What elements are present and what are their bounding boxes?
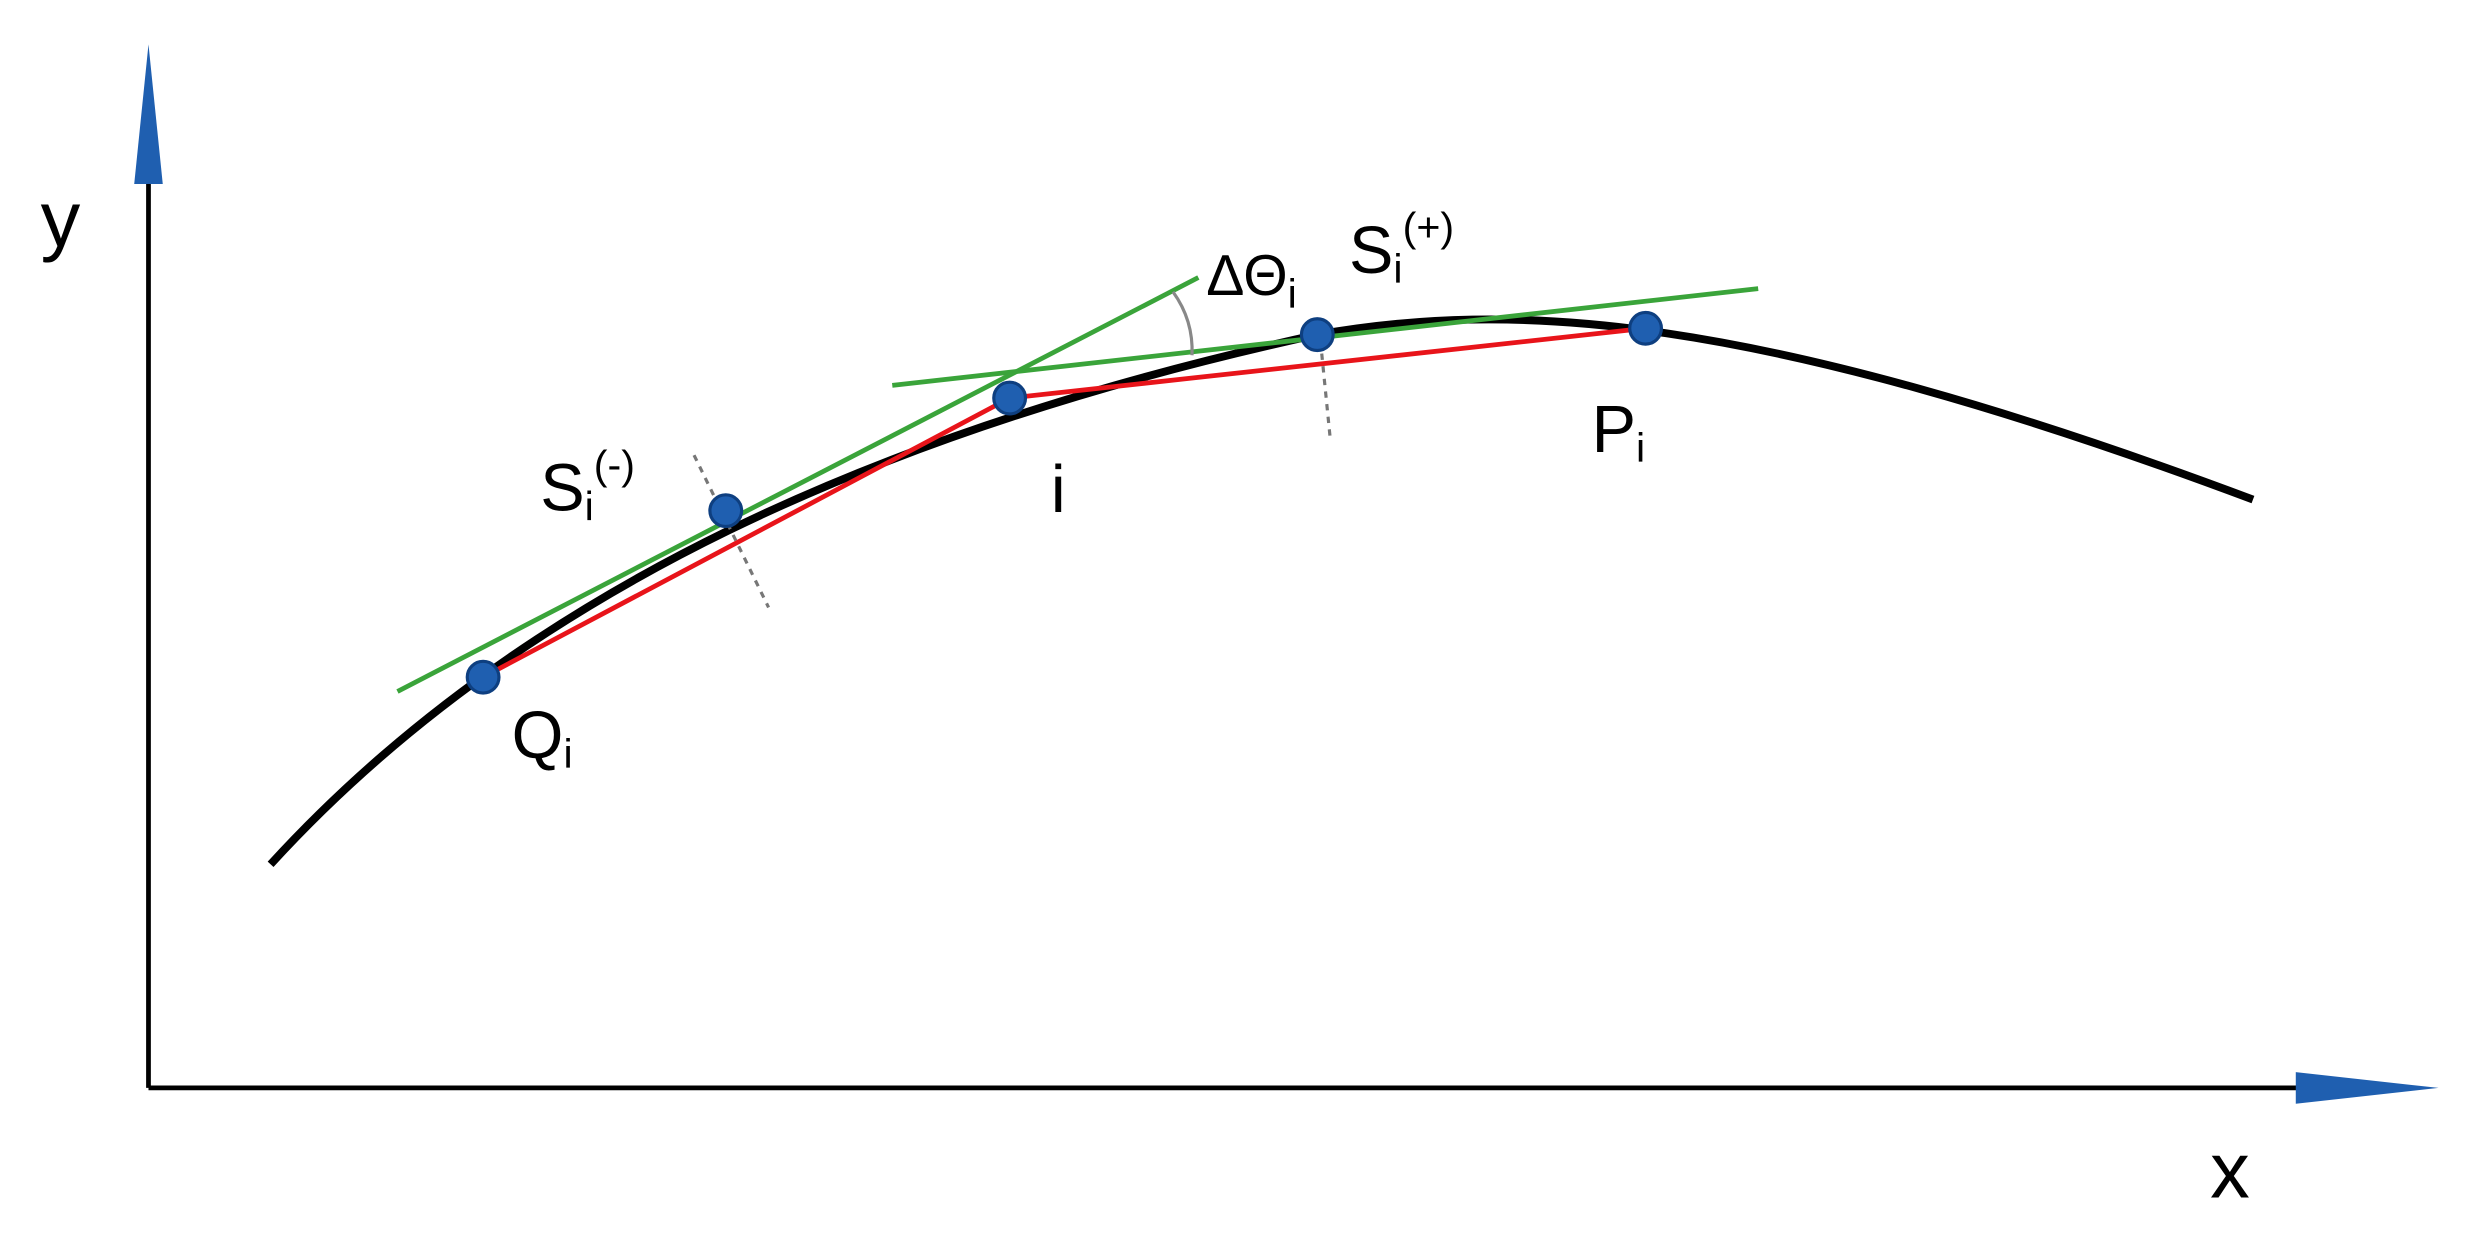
subscript: i: [1636, 424, 1645, 470]
subscript: i: [563, 731, 572, 777]
label: P: [1592, 393, 1636, 467]
tangent: [396, 275, 1200, 694]
label: Q: [512, 699, 564, 773]
axis-label: x: [2210, 1125, 2250, 1214]
point: [465, 659, 501, 695]
subscript: i: [1288, 271, 1297, 317]
label: S: [1349, 214, 1393, 288]
curve: [267, 315, 2255, 867]
normal: [1318, 340, 1332, 437]
label: i: [1051, 453, 1066, 527]
normal: [692, 454, 770, 609]
node-label: Qi: [512, 699, 573, 777]
y-arrow: [134, 44, 163, 184]
axis-label: y: [41, 174, 81, 263]
point: [708, 493, 744, 529]
angle-arc: [1171, 290, 1194, 356]
subscript: i: [1393, 245, 1402, 291]
node-label: i: [1051, 453, 1066, 527]
subscript: i: [585, 483, 594, 529]
point: [1299, 317, 1335, 353]
point: [992, 380, 1028, 416]
label: S: [540, 452, 584, 526]
node-label: Si(-): [540, 442, 635, 529]
superscript: (-): [594, 442, 635, 488]
point: [1628, 310, 1664, 346]
label: ΔΘ: [1206, 244, 1287, 308]
x-arrow: [2295, 1072, 2439, 1104]
superscript: (+): [1403, 204, 1455, 250]
node-label: Pi: [1592, 393, 1646, 471]
angle-label: ΔΘi: [1206, 244, 1297, 317]
node-label: Si(+): [1349, 204, 1454, 291]
